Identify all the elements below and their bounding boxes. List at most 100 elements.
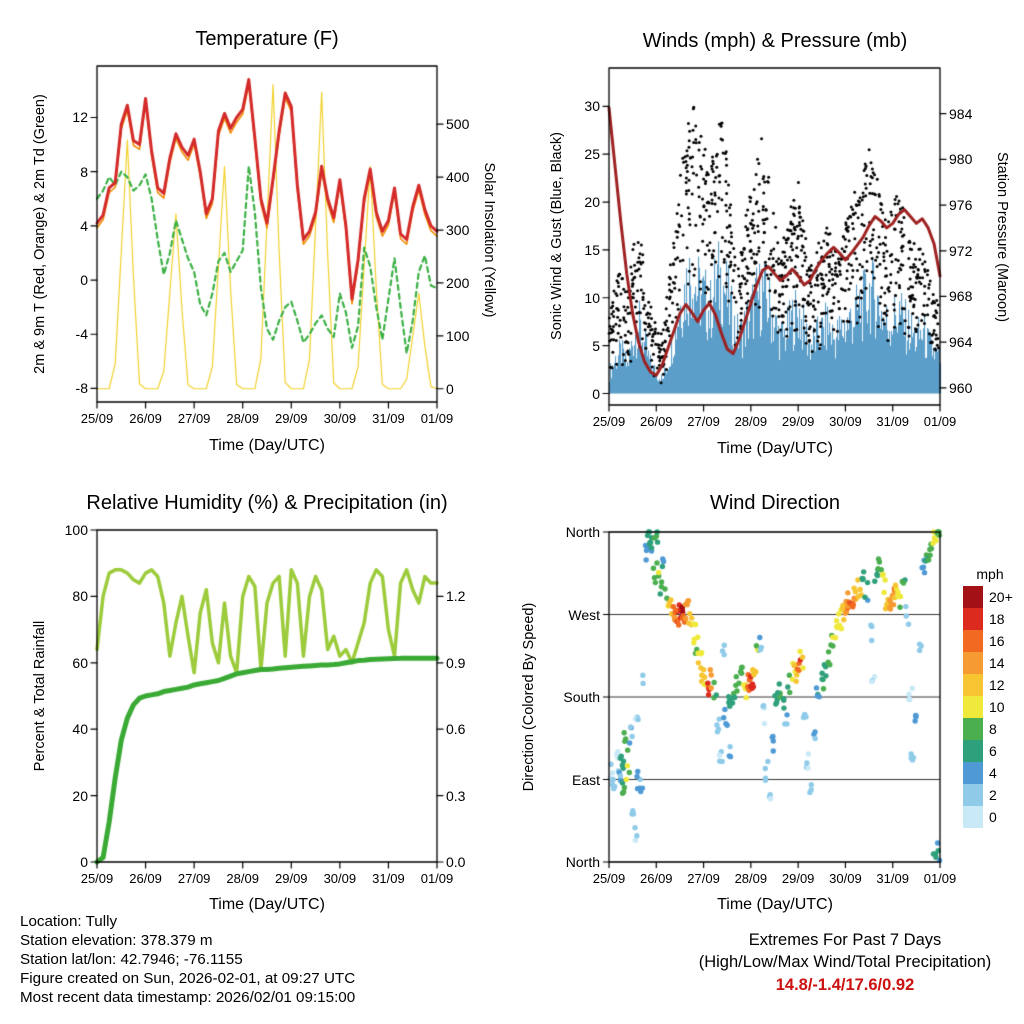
colorbar-tick-label: 2	[989, 787, 997, 803]
colorbar-tick-label: 0	[989, 809, 997, 825]
colorbar-cell	[963, 762, 983, 784]
y-tick-label: 4	[80, 217, 88, 234]
y-tick-label: 0.0	[446, 854, 466, 870]
percent-rainfall-y-left-label: Percent & Total Rainfall	[32, 620, 48, 772]
y-tick-label: 0	[80, 854, 88, 870]
y-tick-label: 984	[949, 105, 973, 122]
y-tick-label: 10	[584, 289, 600, 306]
x-tick-label: 30/09	[829, 871, 862, 886]
humidity-precip-x-axis-label: Time (Day/UTC)	[209, 896, 325, 913]
x-tick-label: 26/09	[640, 414, 673, 429]
colorbar-cell	[963, 718, 983, 740]
x-tick-label: 27/09	[177, 871, 211, 886]
x-tick-label: 29/09	[781, 414, 815, 429]
colorbar-tick-label: 14	[989, 655, 1005, 671]
y-tick-label: 60	[72, 654, 88, 671]
wind-direction-y-left-label: Direction (Colored By Speed)	[521, 602, 537, 792]
x-tick-label: 31/09	[372, 871, 405, 886]
y-tick-label: -4	[75, 326, 88, 343]
x-tick-label: 30/09	[323, 871, 357, 886]
wind-pressure-chart-canvas	[595, 54, 954, 419]
y-tick-label: 100	[446, 327, 470, 344]
y-tick-label: 15	[584, 241, 600, 258]
humidity-precip-chart-canvas	[83, 516, 451, 876]
x-tick-label: 01/09	[420, 411, 454, 426]
colorbar-cell	[963, 696, 983, 718]
colorbar-tick-label: 10	[989, 699, 1005, 715]
colorbar-tick-label: 6	[989, 743, 997, 759]
x-tick-label: 27/09	[177, 411, 211, 426]
x-tick-label: 29/09	[275, 411, 308, 426]
colorbar-tick-label: 20+	[989, 589, 1013, 605]
y-tick-label: 200	[446, 274, 470, 291]
y-tick-label: 500	[446, 116, 470, 133]
x-tick-label: 28/09	[226, 871, 259, 886]
y-tick-label: 960	[949, 379, 973, 396]
wind-direction-chart-canvas	[595, 518, 954, 876]
colorbar-tick-label: 18	[989, 611, 1005, 627]
x-tick-label: 28/09	[734, 414, 768, 429]
y-tick-label: West	[568, 606, 600, 623]
colorbar-cell	[963, 784, 983, 806]
colorbar-cell	[963, 674, 983, 696]
y-tick-label: 976	[949, 197, 973, 214]
figure-created-text: Figure created on Sun, 2026-02-01, at 09…	[20, 970, 356, 987]
wind-pressure-chart-title: Winds (mph) & Pressure (mb)	[642, 30, 908, 52]
x-tick-label: 31/09	[372, 411, 405, 426]
x-tick-label: 26/09	[640, 871, 673, 886]
station-elevation-text: Station elevation: 378.379 m	[20, 932, 213, 949]
x-tick-label: 27/09	[687, 871, 720, 886]
y-tick-label: 0	[592, 385, 600, 402]
extremes-subheading: (High/Low/Max Wind/Total Precipitation)	[698, 953, 992, 971]
y-tick-label: East	[571, 771, 600, 788]
y-tick-label: 972	[949, 242, 973, 259]
colorbar-tick-label: 12	[989, 677, 1005, 693]
x-tick-label: 28/09	[734, 871, 768, 886]
y-tick-label: 80	[72, 588, 88, 605]
y-tick-label: 964	[949, 334, 973, 351]
x-tick-label: 29/09	[275, 871, 308, 886]
colorbar-cell	[963, 740, 983, 762]
colorbar-tick-label: 8	[989, 721, 997, 737]
x-tick-label: 27/09	[687, 414, 720, 429]
wind-direction-x-axis-label: Time (Day/UTC)	[717, 896, 833, 913]
x-tick-label: 26/09	[129, 411, 162, 426]
x-tick-label: 31/09	[876, 414, 909, 429]
solar-insolation-y-right-label: Solar Insolation (Yellow)	[481, 162, 497, 318]
colorbar-cell	[963, 806, 983, 828]
x-tick-label: 26/09	[129, 871, 162, 886]
x-tick-label: 01/09	[923, 871, 957, 886]
colorbar-cell	[963, 608, 983, 630]
y-tick-label: 0	[446, 380, 454, 397]
y-tick-label: 968	[949, 288, 973, 305]
wind-direction-chart-title: Wind Direction	[709, 492, 841, 514]
y-tick-label: 400	[446, 169, 470, 186]
y-tick-label: 20	[584, 194, 600, 211]
x-tick-label: 01/09	[923, 414, 957, 429]
wind-gust-y-left-label: Sonic Wind & Gust (Blue, Black)	[549, 132, 565, 340]
y-tick-label: 25	[584, 146, 600, 163]
x-tick-label: 30/09	[323, 411, 357, 426]
y-tick-label: 0	[80, 272, 88, 289]
y-tick-label: -8	[75, 380, 88, 397]
temperature-chart-canvas	[83, 52, 451, 416]
y-tick-label: 8	[80, 163, 88, 180]
station-latlon-text: Station lat/lon: 42.7946; -76.1155	[20, 951, 243, 968]
y-tick-label: 0.6	[446, 721, 466, 738]
x-tick-label: 01/09	[420, 871, 454, 886]
y-tick-label: 100	[64, 522, 88, 538]
y-tick-label: 0.3	[446, 787, 466, 804]
y-tick-label: 20	[72, 787, 88, 804]
colorbar-tick-label: 16	[989, 633, 1005, 649]
colorbar-units-label: mph	[976, 566, 1004, 582]
humidity-precip-chart-title: Relative Humidity (%) & Precipitation (i…	[86, 492, 448, 514]
y-tick-label: 12	[72, 109, 88, 126]
wind-pressure-x-axis-label: Time (Day/UTC)	[717, 440, 833, 457]
colorbar-cell	[963, 586, 983, 608]
y-tick-label: 300	[446, 222, 470, 239]
colorbar-cell	[963, 652, 983, 674]
y-tick-label: South	[563, 689, 600, 705]
x-tick-label: 25/09	[592, 414, 626, 429]
colorbar-tick-label: 4	[989, 765, 997, 781]
